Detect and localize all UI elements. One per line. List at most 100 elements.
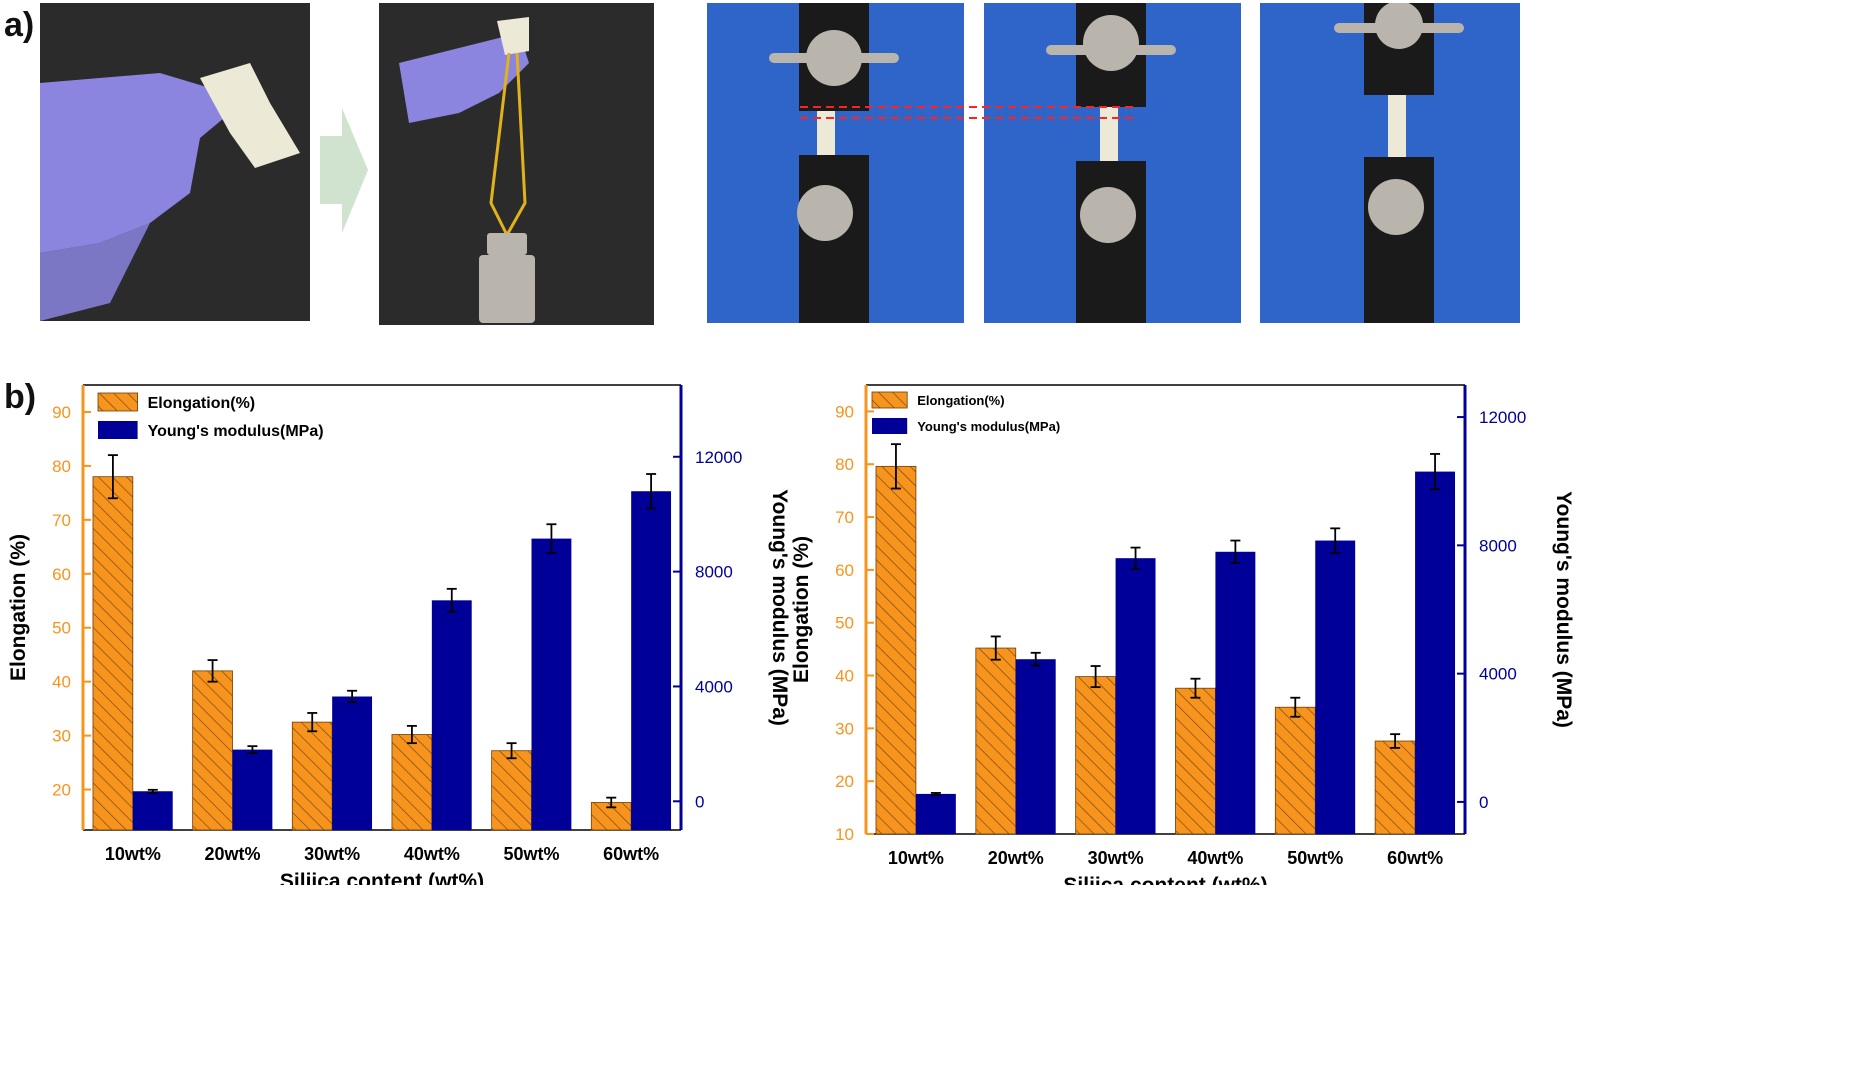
lower-grip-knob	[797, 185, 853, 241]
photo-tensile-elongated	[1260, 3, 1520, 323]
silica-film-sample	[497, 17, 529, 55]
chart-right: 10 20 30 40 50 60 70 80 90 0 4000 8000 12000 Elongati…	[790, 384, 1575, 885]
x-tick-label: 30wt%	[304, 844, 360, 864]
right-tick-label: 12000	[1479, 408, 1526, 427]
film-specimen	[817, 111, 835, 155]
x-tick-label: 50wt%	[1287, 848, 1343, 868]
left-tick-label: 90	[835, 402, 854, 421]
right-tick-label: 4000	[1479, 665, 1517, 684]
x-tick-label: 10wt%	[105, 844, 161, 864]
left-y-axis-label: Elongation (%)	[790, 536, 813, 683]
left-tick-label: 30	[52, 727, 71, 746]
x-tick-label: 40wt%	[404, 844, 460, 864]
purple-glove	[40, 73, 230, 253]
weight-top	[487, 233, 527, 255]
left-tick-label: 60	[52, 565, 71, 584]
legend-swatch-elongation	[871, 391, 908, 409]
modulus-bar	[915, 793, 956, 834]
left-tick-label: 80	[835, 455, 854, 474]
elongation-bar	[875, 465, 917, 835]
modulus-bar	[1315, 540, 1356, 834]
modulus-bar	[232, 749, 273, 830]
right-y-axis-label: Young's modulus (MPa)	[1552, 491, 1575, 728]
modulus-bar	[1415, 471, 1456, 834]
weight-body	[479, 255, 535, 323]
x-tick-label: 60wt%	[603, 844, 659, 864]
right-y-axis-label: Young's modulus (MPa)	[768, 489, 791, 726]
x-tick-label: 40wt%	[1187, 848, 1243, 868]
film-in-glove-image	[40, 3, 310, 321]
lower-grip-knob	[1368, 179, 1424, 235]
legend-label-elongation: Elongation(%)	[148, 395, 256, 412]
panel-label-a: a)	[4, 6, 35, 44]
elongation-bar	[1175, 687, 1216, 835]
modulus-bar	[1215, 551, 1256, 834]
modulus-bar	[531, 538, 572, 830]
left-tick-label: 40	[52, 673, 71, 692]
left-tick-label: 80	[52, 457, 71, 476]
glove-wrist	[40, 223, 150, 321]
modulus-bar	[132, 791, 173, 830]
x-tick-label: 30wt%	[1088, 848, 1144, 868]
panel-label-b: b)	[4, 378, 37, 416]
purple-glove	[399, 33, 529, 123]
x-tick-label: 20wt%	[204, 844, 260, 864]
elongation-bar	[391, 734, 433, 831]
right-tick-label: 4000	[695, 677, 733, 696]
x-tick-label: 20wt%	[988, 848, 1044, 868]
legend-swatch-modulus	[872, 418, 908, 434]
tensile-test-elongated-image	[1260, 3, 1520, 323]
elongation-bar	[1075, 676, 1116, 835]
left-tick-label: 30	[835, 719, 854, 738]
left-tick-label: 50	[52, 619, 71, 638]
lower-grip-knob	[1080, 187, 1136, 243]
elongation-bar	[1374, 740, 1416, 835]
modulus-bar	[1115, 558, 1156, 834]
x-tick-label: 50wt%	[503, 844, 559, 864]
right-tick-label: 0	[695, 792, 704, 811]
left-tick-label: 20	[835, 772, 854, 791]
right-tick-label: 8000	[695, 563, 733, 582]
upper-grip-knob	[1375, 3, 1423, 49]
film-specimen	[1388, 95, 1406, 157]
left-tick-label: 10	[835, 825, 854, 844]
left-tick-label: 60	[835, 561, 854, 580]
chart-left: 20 30 40 50 60 70 80 90 0 4000 8000 12000 Elongation…	[7, 384, 791, 885]
photo-tensile-initial	[707, 3, 964, 323]
left-y-axis-label: Elongation (%)	[7, 534, 30, 681]
x-axis-label: Siliica content (wt%)	[280, 870, 484, 885]
right-tick-label: 8000	[1479, 536, 1517, 555]
modulus-bar	[332, 696, 373, 830]
right-tick-label: 12000	[695, 448, 742, 467]
left-tick-label: 70	[835, 508, 854, 527]
legend-swatch-modulus	[98, 421, 138, 439]
film-specimen	[1100, 107, 1118, 161]
elongation-bar	[1274, 706, 1316, 835]
left-tick-label: 90	[52, 403, 71, 422]
left-tick-label: 50	[835, 614, 854, 633]
modulus-bar	[1015, 659, 1056, 834]
left-tick-label: 70	[52, 511, 71, 530]
tensile-test-stretch-image	[984, 3, 1241, 323]
modulus-bar	[631, 491, 672, 830]
elongation-bar	[192, 670, 233, 831]
elongation-guide-lines	[800, 106, 1138, 119]
left-tick-label: 40	[835, 667, 854, 686]
tensile-test-initial-image	[707, 3, 964, 323]
modulus-bar	[431, 600, 472, 830]
x-tick-label: 10wt%	[888, 848, 944, 868]
photo-hanging-weight	[379, 3, 654, 325]
x-axis-label: Siliica content (wt%)	[1063, 874, 1267, 885]
photo-film-glove	[40, 3, 310, 321]
legend-label-elongation: Elongation(%)	[917, 393, 1004, 408]
elongation-bar	[491, 750, 532, 831]
film-holding-weight-image	[379, 3, 654, 325]
legend-swatch-elongation	[97, 392, 138, 412]
elongation-bar	[975, 647, 1017, 835]
left-tick-label: 20	[52, 781, 71, 800]
elongation-bar	[92, 476, 134, 831]
right-tick-label: 0	[1479, 793, 1488, 812]
arrow-right-icon	[320, 108, 370, 238]
upper-grip-knob	[1083, 15, 1139, 71]
elongation-bar	[291, 721, 333, 831]
